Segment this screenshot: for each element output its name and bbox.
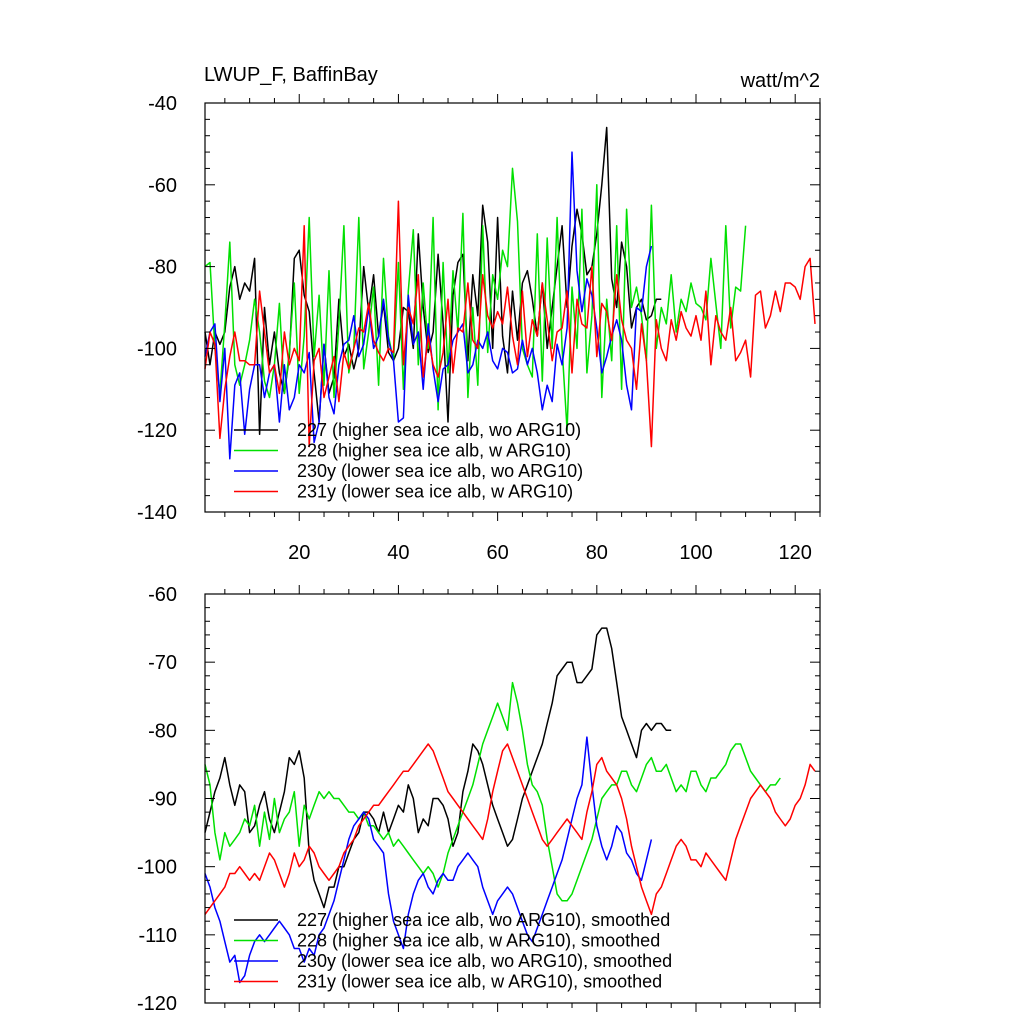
legend-label-3: 230y (lower sea ice alb, wo ARG10), smoo… [297,951,672,971]
legend-label-2: 228 (higher sea ice alb, w ARG10), smoot… [297,931,660,951]
y-tick-label: -80 [148,257,177,279]
y-tick-label: -140 [137,502,177,524]
series-line-4 [204,743,816,916]
series-line-3 [204,736,653,984]
legend-label-4: 231y (lower sea ice alb, w ARG10), smoot… [297,972,662,992]
y-tick-label: -100 [137,857,177,879]
top-legend: 227 (higher sea ice alb, wo ARG10)228 (h… [234,420,583,502]
top-panel: LWUP_F, BaffinBay watt/m^2 -140-120-100-… [137,64,821,564]
top-axis-ticks: -140 -120 -100 -80 -60 -40 20 40 60 80 100 120 [137,93,821,564]
bottom-axis-ticks: -120 -110 -100 -90 -80 -70 -60 [137,584,821,1015]
x-tick-label: 100 [679,542,712,564]
bottom-panel: -120 -110 -100 -90 -80 -70 -60 227 (higher sea… [137,584,821,1015]
legend-label-1: 227 (higher sea ice alb, wo ARG10) [297,420,581,440]
series-line-2 [204,681,781,902]
x-tick-label: 80 [586,542,608,564]
legend-label-4: 231y (lower sea ice alb, w ARG10) [297,482,573,502]
legend-label-2: 228 (higher sea ice alb, w ARG10) [297,441,571,461]
y-tick-label: -60 [148,584,177,606]
y-tick-label: -70 [148,652,177,674]
series-line-3 [204,151,653,460]
legend-label-1: 227 (higher sea ice alb, wo ARG10), smoo… [297,910,670,930]
y-tick-label: -40 [148,93,177,115]
y-tick-label: -100 [137,338,177,360]
x-tick-label: 40 [387,542,409,564]
series-line-1 [204,627,672,909]
y-tick-label: -110 [138,925,177,947]
y-tick-label: -120 [137,420,177,442]
x-tick-label: 120 [779,542,812,564]
x-tick-label: 60 [486,542,508,564]
y-tick-label: -90 [148,789,177,811]
units-label: watt/m^2 [740,70,820,92]
bottom-series-lines [204,627,816,984]
legend-label-3: 230y (lower sea ice alb, wo ARG10) [297,461,583,481]
series-line-4 [204,200,816,448]
y-tick-label: -80 [148,720,177,742]
y-tick-label: -60 [148,175,177,197]
x-tick-label: 20 [288,542,310,564]
bottom-legend: 227 (higher sea ice alb, wo ARG10), smoo… [234,910,672,992]
top-series-lines [204,126,816,460]
y-tick-label: -120 [137,993,177,1015]
top-plot-frame [204,102,821,513]
chart-title: LWUP_F, BaffinBay [204,64,378,86]
